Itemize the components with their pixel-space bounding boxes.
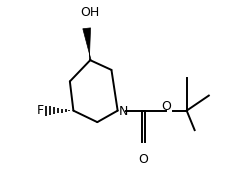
Text: OH: OH	[80, 6, 100, 19]
Polygon shape	[82, 28, 91, 60]
Text: F: F	[37, 104, 44, 117]
Text: O: O	[138, 153, 148, 166]
Text: N: N	[118, 105, 127, 118]
Text: O: O	[161, 100, 171, 113]
